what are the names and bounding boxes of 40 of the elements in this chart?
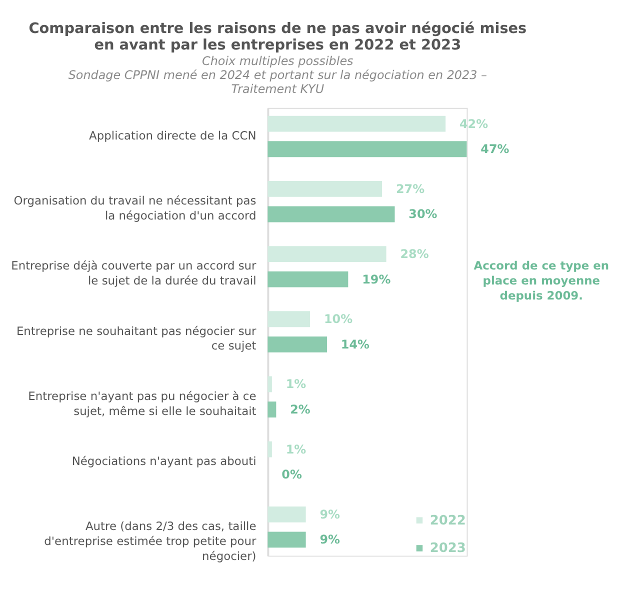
- bar: [268, 311, 310, 328]
- y-tick-label: Application directe de la CCN: [89, 128, 256, 142]
- chart-subtitle: Choix multiples possibles: [202, 54, 354, 68]
- data-label: 14%: [340, 337, 370, 352]
- data-label: 1%: [286, 442, 306, 456]
- chart-title: Comparaison entre les raisons de ne pas avoir négocié mises en avant par les entreprises en 2022 et 2023: [28, 21, 527, 54]
- data-label: 9%: [320, 532, 340, 547]
- data-label: 42%: [460, 116, 488, 131]
- legend-label: 2022: [430, 513, 466, 528]
- y-tick-label: Autre (dans 2/3 des cas, taille d'entreprise estimée trop petite pour négocier): [44, 519, 257, 563]
- bar: [268, 116, 446, 132]
- y-tick-label: Entreprise n'ayant pas pu négocier à ce sujet, même si elle le souhaitait: [28, 388, 257, 418]
- y-tick-label: Entreprise déjà couverte par un accord sur le sujet de la durée du travail: [11, 258, 257, 288]
- legend-label: 2023: [430, 541, 466, 556]
- bar: [268, 402, 276, 418]
- text: Sondage CPPNI mené en 2024 et portant sur la négociation en 2023 – Traitement KYU: [68, 68, 488, 96]
- bar: [268, 441, 272, 458]
- y-tick-label: Négociations n'ayant pas abouti: [72, 454, 256, 468]
- y-tick-label: Entreprise ne souhaitant pas négocier sur ce sujet: [16, 324, 257, 353]
- bar: [268, 180, 382, 197]
- data-label: 28%: [400, 247, 429, 262]
- text: Accord de ce type en place en moyenne depuis 2009.: [474, 258, 610, 303]
- bar: [268, 206, 395, 222]
- data-label: 0%: [282, 468, 302, 482]
- bar: [268, 141, 467, 158]
- data-label: 1%: [286, 377, 306, 392]
- y-tick-label: Organisation du travail ne nécessitant pas la négociation d'un accord: [14, 194, 256, 222]
- bar: [268, 506, 306, 522]
- data-label: 19%: [362, 272, 391, 286]
- bar: [268, 336, 327, 352]
- data-label: 10%: [324, 312, 353, 326]
- data-label: 2%: [290, 402, 310, 416]
- data-label: 30%: [408, 207, 438, 222]
- bar: [268, 271, 348, 288]
- data-label: 9%: [320, 507, 340, 522]
- data-label: 27%: [396, 182, 425, 196]
- bar: [268, 376, 272, 392]
- bar: [268, 532, 306, 548]
- bar: [268, 246, 386, 262]
- data-label: 47%: [480, 142, 510, 156]
